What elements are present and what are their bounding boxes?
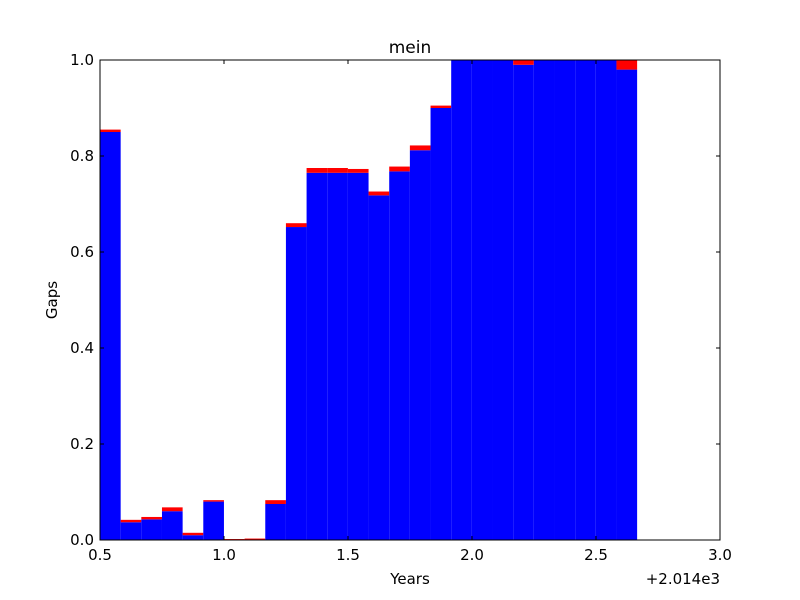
bar-blue-21 <box>533 60 555 540</box>
y-tick-label-1: 0.2 <box>70 435 94 453</box>
plot-frame <box>99 59 721 541</box>
bar-blue-13 <box>368 195 390 541</box>
bar-blue-5 <box>203 501 224 540</box>
x-offset-label: +2.014e3 <box>646 570 720 588</box>
bar-blue-0 <box>100 132 121 540</box>
bar-blue-18 <box>471 60 493 540</box>
y-tick-label-0: 0.0 <box>70 531 94 549</box>
bar-red-20 <box>513 60 534 65</box>
x-tick-label-0: 0.5 <box>88 546 112 564</box>
chart-title: mein <box>389 38 432 58</box>
bar-blue-15 <box>409 150 431 541</box>
y-tick-label-3: 0.6 <box>70 243 94 261</box>
bar-blue-17 <box>451 60 472 540</box>
bar-blue-9 <box>285 227 307 541</box>
bar-blue-25 <box>616 69 638 540</box>
bar-red-14 <box>389 166 410 172</box>
bar-red-25 <box>616 60 638 70</box>
bar-red-0 <box>100 129 121 132</box>
bar-red-11 <box>327 168 348 173</box>
bar-blue-8 <box>265 504 286 540</box>
bar-red-15 <box>409 145 431 151</box>
bar-red-5 <box>203 500 224 502</box>
y-axis-label: Gaps <box>43 281 61 319</box>
bar-red-12 <box>347 168 369 173</box>
y-tick-label-2: 0.4 <box>70 339 94 357</box>
bar-blue-19 <box>492 60 514 540</box>
bar-red-10 <box>306 168 328 173</box>
bars-group <box>100 60 638 541</box>
bar-red-8 <box>265 500 286 504</box>
y-tick-label-5: 1.0 <box>70 51 94 69</box>
bar-red-1 <box>120 519 142 523</box>
bar-blue-3 <box>161 511 183 540</box>
bar-blue-23 <box>575 60 596 540</box>
x-tick-label-4: 2.5 <box>584 546 608 564</box>
bar-red-16 <box>430 105 452 108</box>
x-tick-label-5: 3.0 <box>708 546 732 564</box>
x-tick-label-3: 2.0 <box>460 546 484 564</box>
bar-red-9 <box>285 223 307 228</box>
bar-red-4 <box>182 532 204 536</box>
x-tick-label-1: 1.0 <box>212 546 236 564</box>
bar-blue-20 <box>513 64 534 541</box>
ticks-group: 0.5 1.0 1.5 2.0 2.5 3.0 0.0 0.2 0.4 0.6 0.8 1.0 <box>70 51 732 564</box>
bar-blue-4 <box>182 535 204 540</box>
bar-blue-10 <box>306 172 328 541</box>
bar-blue-1 <box>120 522 142 540</box>
y-tick-label-4: 0.8 <box>70 147 94 165</box>
bar-red-3 <box>161 507 183 512</box>
bar-blue-11 <box>327 172 348 541</box>
bar-blue-16 <box>430 108 452 540</box>
bar-red-2 <box>141 516 162 520</box>
bar-red-7 <box>244 538 266 540</box>
bar-blue-24 <box>595 60 617 540</box>
x-axis-label: Years <box>389 570 430 588</box>
x-tick-label-2: 1.5 <box>336 546 360 564</box>
bar-blue-2 <box>141 519 162 540</box>
bar-blue-22 <box>554 60 576 540</box>
bar-blue-14 <box>389 171 410 541</box>
bar-red-13 <box>368 191 390 196</box>
bar-blue-12 <box>347 172 369 541</box>
